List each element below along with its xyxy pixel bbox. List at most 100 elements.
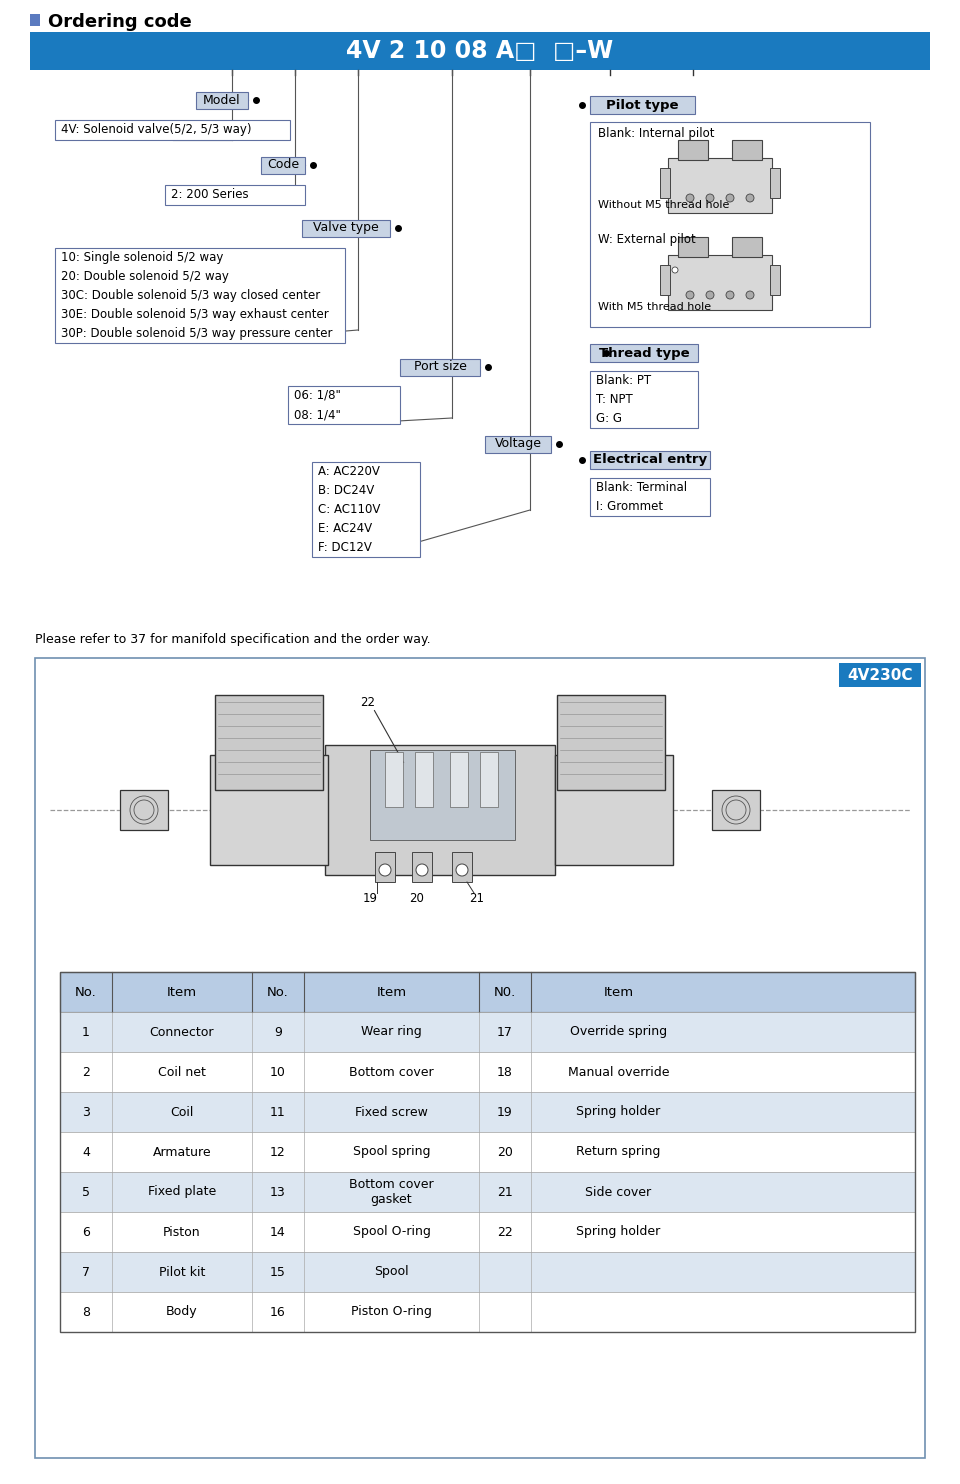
Bar xyxy=(590,478,710,516)
Bar xyxy=(288,386,400,424)
Text: Piston: Piston xyxy=(163,1226,201,1239)
Text: Valve type: Valve type xyxy=(313,221,379,234)
Text: Spool O-ring: Spool O-ring xyxy=(352,1226,430,1239)
Bar xyxy=(712,789,760,830)
Circle shape xyxy=(726,194,734,202)
Bar xyxy=(412,852,432,881)
Bar xyxy=(660,266,670,295)
Text: Ordering code: Ordering code xyxy=(48,13,192,31)
Bar xyxy=(60,972,915,1333)
Text: Pilot type: Pilot type xyxy=(606,98,679,111)
Bar xyxy=(55,120,290,139)
Text: Spring holder: Spring holder xyxy=(576,1106,660,1119)
Text: 3: 3 xyxy=(82,1106,90,1119)
Text: Please refer to 37 for manifold specification and the order way.: Please refer to 37 for manifold specific… xyxy=(35,634,431,647)
Text: Return spring: Return spring xyxy=(576,1146,660,1159)
Bar xyxy=(196,92,248,108)
Text: 6: 6 xyxy=(82,1226,90,1239)
Bar xyxy=(385,752,403,807)
Text: Item: Item xyxy=(167,985,197,999)
Text: 14: 14 xyxy=(270,1226,286,1239)
Text: 1: 1 xyxy=(82,1025,90,1039)
Bar xyxy=(55,248,345,343)
Circle shape xyxy=(672,267,678,273)
Bar xyxy=(555,755,673,865)
Circle shape xyxy=(416,864,428,876)
Bar xyxy=(60,1293,915,1333)
Text: 17: 17 xyxy=(497,1025,513,1039)
Text: Thread type: Thread type xyxy=(599,346,689,359)
Bar xyxy=(415,752,433,807)
Bar xyxy=(660,168,670,197)
Text: 21: 21 xyxy=(469,892,485,905)
Text: 4V: Solenoid valve(5/2, 5/3 way): 4V: Solenoid valve(5/2, 5/3 way) xyxy=(61,123,252,137)
Bar xyxy=(668,157,772,214)
Text: 20: 20 xyxy=(497,1146,513,1159)
Bar xyxy=(590,344,698,362)
Text: 19: 19 xyxy=(363,892,377,905)
Text: 10: 10 xyxy=(270,1066,286,1079)
Text: 4V230C: 4V230C xyxy=(848,668,913,683)
Text: Item: Item xyxy=(604,985,634,999)
Text: Item: Item xyxy=(376,985,407,999)
Text: Coil: Coil xyxy=(170,1106,194,1119)
Text: 20: 20 xyxy=(410,892,424,905)
Text: Pilot kit: Pilot kit xyxy=(158,1266,205,1279)
Text: T: NPT: T: NPT xyxy=(596,393,633,407)
Bar xyxy=(678,139,708,160)
Bar xyxy=(30,33,930,70)
Text: 20: Double solenoid 5/2 way: 20: Double solenoid 5/2 way xyxy=(61,270,228,283)
Text: 22: 22 xyxy=(361,696,375,708)
Text: W: External pilot: W: External pilot xyxy=(598,233,696,246)
Bar xyxy=(839,663,921,687)
Bar xyxy=(325,745,555,876)
Text: Spool: Spool xyxy=(374,1266,409,1279)
Bar xyxy=(590,371,698,427)
Text: 12: 12 xyxy=(270,1146,286,1159)
Text: Bottom cover: Bottom cover xyxy=(349,1066,434,1079)
Text: 30P: Double solenoid 5/3 way pressure center: 30P: Double solenoid 5/3 way pressure ce… xyxy=(61,326,332,340)
Bar xyxy=(165,186,305,205)
Bar xyxy=(770,266,780,295)
Circle shape xyxy=(456,864,468,876)
Text: Piston O-ring: Piston O-ring xyxy=(351,1306,432,1318)
Text: Side cover: Side cover xyxy=(586,1186,652,1199)
Text: Model: Model xyxy=(204,93,241,107)
Text: B: DC24V: B: DC24V xyxy=(318,484,374,497)
Text: Manual override: Manual override xyxy=(567,1066,669,1079)
Text: Override spring: Override spring xyxy=(570,1025,667,1039)
Text: 18: 18 xyxy=(497,1066,513,1079)
Text: Voltage: Voltage xyxy=(494,438,541,451)
Bar xyxy=(260,156,305,174)
Text: Wear ring: Wear ring xyxy=(361,1025,421,1039)
Text: 19: 19 xyxy=(497,1106,513,1119)
Bar xyxy=(60,1012,915,1052)
Bar xyxy=(312,462,420,556)
Circle shape xyxy=(686,291,694,298)
Text: C: AC110V: C: AC110V xyxy=(318,503,380,516)
Text: Spool spring: Spool spring xyxy=(352,1146,430,1159)
Bar xyxy=(557,695,665,789)
Bar xyxy=(60,972,915,1012)
Text: 2: 200 Series: 2: 200 Series xyxy=(171,188,249,202)
Bar xyxy=(302,220,390,236)
Circle shape xyxy=(706,194,714,202)
Circle shape xyxy=(726,291,734,298)
Bar xyxy=(590,96,695,114)
Text: 11: 11 xyxy=(270,1106,286,1119)
Bar xyxy=(120,789,168,830)
Bar xyxy=(452,852,472,881)
Text: 5: 5 xyxy=(82,1186,90,1199)
Bar xyxy=(399,359,480,375)
Bar xyxy=(770,168,780,197)
Text: I: Grommet: I: Grommet xyxy=(596,500,663,513)
Text: Blank: PT: Blank: PT xyxy=(596,374,651,387)
Bar xyxy=(590,451,710,469)
Bar xyxy=(60,1172,915,1212)
Text: Port size: Port size xyxy=(414,361,467,374)
Text: G: G: G: G xyxy=(596,413,622,424)
Bar xyxy=(60,1052,915,1092)
Text: 08: 1/4": 08: 1/4" xyxy=(294,408,341,421)
Text: 4: 4 xyxy=(82,1146,90,1159)
Bar xyxy=(370,749,515,840)
